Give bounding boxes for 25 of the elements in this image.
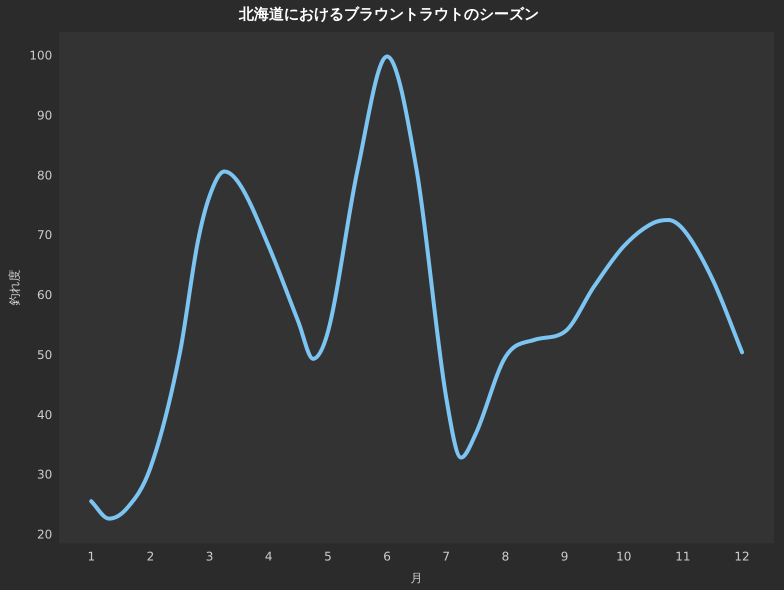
x-tick-label: 1: [87, 550, 96, 564]
line-series: [89, 54, 744, 521]
y-tick-label: 50: [37, 348, 52, 362]
chart-title: 北海道におけるブラウントラウトのシーズン: [238, 4, 539, 23]
y-tick-label: 20: [37, 528, 52, 542]
y-tick-label: 30: [37, 468, 52, 482]
x-tick-label: 10: [616, 550, 632, 564]
x-tick-label: 2: [146, 550, 154, 564]
x-tick-label: 6: [383, 550, 391, 564]
x-tick-label: 12: [734, 550, 750, 564]
x-tick-label: 7: [442, 550, 450, 564]
x-tick-label: 4: [264, 550, 273, 564]
y-tick-label: 80: [37, 168, 52, 182]
y-tick-label: 40: [37, 408, 52, 422]
y-tick-label: 60: [37, 288, 52, 302]
x-tick-label: 3: [206, 550, 214, 564]
x-tick-label: 9: [560, 550, 568, 564]
x-tick-label: 5: [324, 550, 332, 564]
x-tick-label: 8: [502, 550, 510, 564]
y-tick-label: 100: [29, 48, 52, 63]
y-tick-label: 70: [37, 228, 52, 242]
x-axis-title: 月: [410, 570, 423, 585]
y-tick-label: 90: [37, 108, 52, 123]
y-axis-title: 釣れ度: [7, 270, 22, 306]
x-tick-label: 11: [675, 550, 691, 564]
